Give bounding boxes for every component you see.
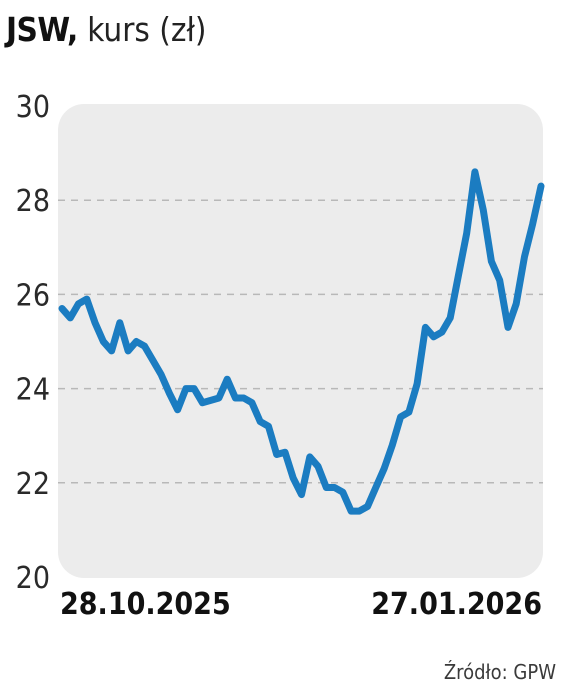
y-tick-label: 20 <box>16 561 50 596</box>
y-tick-label: 30 <box>16 90 50 125</box>
y-tick-label: 28 <box>16 184 50 219</box>
plot-panel <box>58 104 543 578</box>
y-tick-label: 26 <box>16 278 50 313</box>
title-separator: , <box>67 10 78 49</box>
series-line <box>58 168 545 515</box>
chart-title: JSW, kurs (zł) <box>6 8 207 52</box>
y-tick-label: 24 <box>16 373 50 408</box>
ticker-label: JSW <box>6 10 68 49</box>
x-tick-start: 28.10.2025 <box>60 587 231 622</box>
x-tick-end: 27.01.2026 <box>371 587 542 622</box>
y-axis: 20 22 24 26 28 30 <box>16 90 50 596</box>
source-note: Źródło: GPW <box>443 660 556 684</box>
chart-subtitle: kurs (zł) <box>87 10 207 49</box>
y-tick-label: 22 <box>16 467 50 502</box>
gridlines <box>58 199 543 484</box>
